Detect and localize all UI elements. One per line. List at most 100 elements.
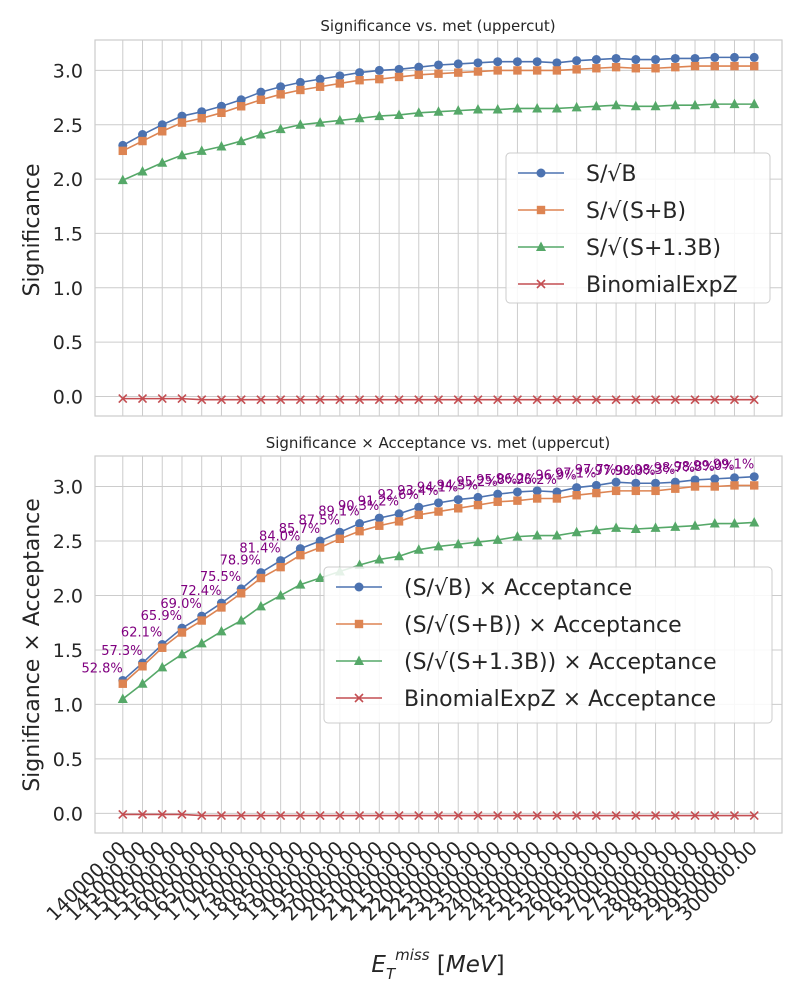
data-point xyxy=(473,492,483,502)
acceptance-label: 91.2% xyxy=(358,495,399,510)
legend-label: S/√(S+B) xyxy=(586,199,686,224)
y-tick-label: 1.0 xyxy=(53,694,83,716)
y-tick-label: 0.0 xyxy=(53,803,83,825)
acceptance-label: 94.1% xyxy=(417,481,458,496)
data-point xyxy=(651,486,660,496)
data-point xyxy=(750,61,759,71)
data-point xyxy=(177,118,187,127)
data-point xyxy=(631,395,641,405)
acceptance-label: 52.8% xyxy=(81,661,122,676)
data-point xyxy=(315,74,325,84)
series-1 xyxy=(118,481,759,688)
data-point xyxy=(454,68,463,77)
y-tick-label: 2.5 xyxy=(53,115,83,137)
data-point xyxy=(749,98,760,109)
data-point xyxy=(216,140,227,151)
data-point xyxy=(315,572,326,583)
data-point xyxy=(296,550,305,560)
acceptance-label: 87.5% xyxy=(299,513,340,528)
y-tick-label: 1.5 xyxy=(53,223,83,245)
data-point xyxy=(750,481,759,490)
data-point xyxy=(552,811,562,821)
data-point xyxy=(611,395,621,405)
data-point xyxy=(729,473,739,483)
data-point xyxy=(749,472,759,482)
data-point xyxy=(671,62,680,72)
data-point xyxy=(394,395,404,405)
data-point xyxy=(690,61,700,71)
data-point xyxy=(551,102,562,113)
data-point xyxy=(651,55,661,65)
acceptance-label: 98.8% xyxy=(673,460,714,475)
data-point xyxy=(650,811,661,821)
y-tick-label: 1.0 xyxy=(53,278,83,300)
legend: S/√B S/√(S+B) S/√(S+1.3B) BinomialExpZ xyxy=(505,152,771,304)
data-point xyxy=(177,628,187,637)
acceptance-label: 98.7% xyxy=(654,461,695,476)
data-point xyxy=(118,394,128,404)
legend-label: S/√B xyxy=(586,162,637,187)
data-point xyxy=(492,534,503,544)
data-point xyxy=(197,811,207,821)
data-point xyxy=(355,76,364,85)
legend-marker xyxy=(354,655,364,665)
legend-box xyxy=(505,152,771,304)
data-point xyxy=(453,495,463,505)
data-point xyxy=(512,811,522,821)
acceptance-label: 93.4% xyxy=(397,484,438,499)
data-point xyxy=(394,517,404,526)
y-tick-label: 0.5 xyxy=(53,749,83,771)
acceptance-label: 97.9% xyxy=(595,464,636,479)
data-point xyxy=(315,82,325,91)
series-0 xyxy=(118,52,759,150)
x-axis-label: ETmiss [MeV] xyxy=(371,946,504,983)
data-point xyxy=(690,482,700,491)
data-point xyxy=(176,149,187,160)
data-point xyxy=(256,573,266,583)
series-2 xyxy=(117,98,760,185)
data-point xyxy=(117,174,128,185)
data-point xyxy=(749,52,759,62)
legend-item: S/√(S+B) xyxy=(518,199,686,224)
data-point xyxy=(473,67,483,76)
data-point xyxy=(730,481,739,490)
legend-label: (S/√(S+1.3B)) × Acceptance xyxy=(404,650,717,675)
data-point xyxy=(276,556,286,566)
series-3 xyxy=(118,394,759,405)
data-point xyxy=(670,99,681,110)
data-point xyxy=(532,102,543,113)
data-point xyxy=(157,120,167,130)
data-point xyxy=(611,486,621,496)
legend-item: (S/√(S+1.3B)) × Acceptance xyxy=(336,650,717,675)
data-point xyxy=(137,678,148,688)
legend: (S/√B) × Acceptance (S/√(S+B)) × Acceptan… xyxy=(323,566,773,724)
data-point xyxy=(453,105,464,115)
data-point xyxy=(374,65,384,75)
data-point xyxy=(276,811,286,821)
data-point xyxy=(453,538,464,549)
data-point xyxy=(355,526,364,536)
acceptance-label: 96.9% xyxy=(535,469,576,484)
data-point xyxy=(315,811,325,821)
data-point xyxy=(196,637,207,648)
data-point xyxy=(236,135,247,146)
data-point xyxy=(275,123,286,134)
data-point xyxy=(157,809,167,820)
y-tick-label: 0.5 xyxy=(53,332,83,354)
legend-item: BinomialExpZ xyxy=(518,273,738,298)
acceptance-label: 95.8% xyxy=(476,473,517,488)
data-point xyxy=(157,394,167,404)
data-point xyxy=(434,498,443,508)
data-point xyxy=(276,90,285,99)
legend-item: S/√B xyxy=(518,162,637,187)
series-3 xyxy=(118,809,759,821)
data-point xyxy=(414,502,424,512)
acceptance-label: 72.4% xyxy=(180,584,221,599)
data-point xyxy=(394,811,404,821)
bottom-panel: Significance × Acceptance vs. met (upper… xyxy=(20,434,783,983)
data-point xyxy=(433,395,444,405)
data-point xyxy=(493,66,502,75)
acceptance-label: 98.3% xyxy=(634,463,675,478)
data-point xyxy=(611,99,622,110)
data-point xyxy=(591,811,601,821)
